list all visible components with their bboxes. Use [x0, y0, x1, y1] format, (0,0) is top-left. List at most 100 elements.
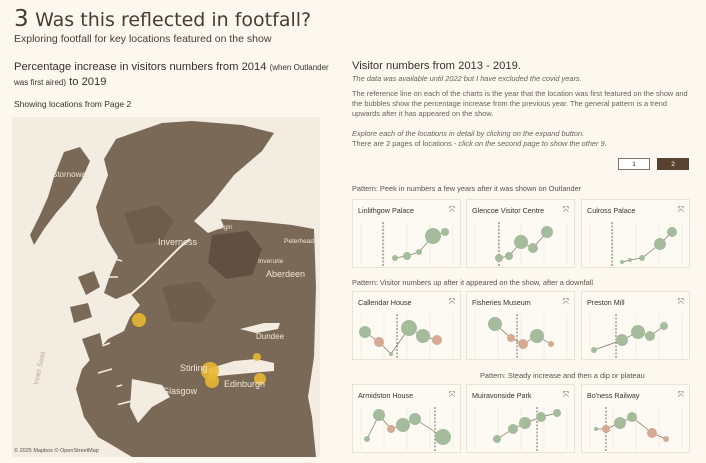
map-label-inverurie: Inverurie	[258, 258, 284, 265]
pages-text-main: There are 2 pages of locations -	[352, 139, 459, 148]
trend-bubble	[628, 258, 632, 262]
trend-bubble	[553, 409, 561, 417]
trend-bubble	[614, 417, 626, 429]
page-title: Was this reflected in footfall?	[35, 9, 312, 31]
mini-trend-chart	[589, 314, 683, 358]
map-label-elgin: Elgin	[218, 224, 233, 231]
map-heading-main: Percentage increase in visitors numbers …	[14, 61, 267, 73]
expand-icon[interactable]: ⤧	[562, 390, 569, 399]
trend-bubble	[616, 334, 628, 346]
map-label-kirkcaldy: Kirkcaldy	[222, 366, 249, 373]
map-bubble	[253, 353, 261, 361]
map-island	[78, 271, 100, 295]
section-number: 3	[14, 6, 29, 32]
trend-bubble	[495, 254, 503, 262]
map-label-stirling: Stirling	[180, 363, 208, 373]
visitor-numbers-note: The data was available until 2022 but I …	[352, 74, 582, 83]
trend-bubble	[620, 260, 624, 264]
pages-text: There are 2 pages of locations - click o…	[352, 139, 692, 149]
mini-trend-chart	[360, 407, 454, 451]
map-heading-note: (when Outlander was first aired)	[14, 63, 329, 87]
map-highland-patch	[208, 231, 262, 279]
trend-bubble	[647, 428, 657, 438]
map-attribution[interactable]: © 2025 Mapbox © OpenStreetMap	[14, 448, 99, 454]
expand-icon[interactable]: ⤧	[562, 205, 569, 214]
location-card-title: Fisheries Museum	[472, 298, 531, 307]
location-card-title: Armidston House	[358, 391, 414, 400]
location-card: Callendar House ⤧	[352, 291, 461, 360]
expand-icon[interactable]: ⤧	[677, 390, 684, 399]
mini-trend-chart	[589, 222, 683, 266]
trend-bubble	[528, 243, 538, 253]
location-card-title: Muiravonside Park	[472, 391, 532, 400]
map-label-inner-seas: Inner Seas	[33, 350, 47, 385]
map-bubble	[205, 374, 219, 388]
trend-bubble	[441, 228, 449, 236]
trend-bubble	[359, 326, 371, 338]
visitor-numbers-instructions: Explore each of the locations in detail …	[352, 129, 692, 149]
trend-bubble	[663, 436, 669, 442]
location-card: Armidston House ⤧	[352, 384, 461, 453]
location-card: Bo'ness Railway ⤧	[581, 384, 690, 453]
pattern-label-1: Pattern: Peek in numbers a few years aft…	[352, 184, 582, 193]
expand-icon[interactable]: ⤧	[448, 390, 455, 399]
trend-bubble	[602, 425, 610, 433]
page-1-button[interactable]: 1	[618, 158, 650, 170]
map-island	[82, 333, 104, 361]
mini-trend-chart	[359, 314, 454, 358]
trend-bubble	[374, 337, 384, 347]
map-label-inverness: Inverness	[158, 237, 198, 247]
map-label-stornoway: Stornoway	[52, 170, 90, 179]
map-label-dundee: Dundee	[256, 332, 285, 341]
page-2-button[interactable]: 2	[657, 158, 689, 170]
trend-bubble	[505, 252, 513, 260]
map-firth-moray	[194, 217, 224, 233]
map-highland-patch	[162, 281, 216, 323]
map-heading-end: to 2019	[69, 76, 107, 88]
map-island	[116, 415, 130, 435]
expand-icon[interactable]: ⤧	[677, 297, 684, 306]
location-card: Preston Mill ⤧	[581, 291, 690, 360]
trend-bubble	[416, 329, 430, 343]
map-bubble	[254, 373, 266, 385]
mini-trend-chart	[474, 314, 568, 358]
pattern-label-3: Pattern: Steady increase and then a dip …	[480, 371, 645, 380]
location-card-title: Culross Palace	[587, 206, 636, 215]
trend-bubble	[536, 412, 546, 422]
pattern-label-2: Pattern: Visitor numbers up after it app…	[352, 278, 594, 287]
map-island	[70, 303, 92, 323]
location-card-title: Bo'ness Railway	[587, 391, 640, 400]
trend-bubble	[530, 329, 544, 343]
map-highland-patch	[124, 205, 174, 245]
trend-bubble	[654, 238, 666, 250]
scotland-map[interactable]: Stornoway Inverness Elgin Peterhead Inve…	[12, 117, 320, 457]
location-card: Fisheries Museum ⤧	[466, 291, 575, 360]
trend-bubble	[409, 413, 421, 425]
map-label-edinburgh: Edinburgh	[224, 379, 265, 389]
trend-bubble	[403, 252, 411, 260]
explore-text: Explore each of the locations in detail …	[352, 129, 585, 138]
expand-icon[interactable]: ⤧	[677, 205, 684, 214]
trend-bubble	[507, 334, 515, 342]
trend-bubble	[541, 226, 553, 238]
map-label-aberdeen: Aberdeen	[266, 269, 305, 279]
mini-trend-chart	[474, 222, 568, 266]
expand-icon[interactable]: ⤧	[448, 297, 455, 306]
trend-bubble	[416, 249, 422, 255]
trend-bubble	[401, 320, 417, 336]
map-land-hebrides	[30, 147, 90, 245]
location-card: Muiravonside Park ⤧	[466, 384, 575, 453]
location-card-title: Glencoe Visitor Centre	[472, 206, 545, 215]
trend-bubble	[488, 317, 502, 331]
trend-bubble	[627, 412, 637, 422]
expand-icon[interactable]: ⤧	[562, 297, 569, 306]
map-heading: Percentage increase in visitors numbers …	[14, 60, 334, 90]
trend-bubble	[364, 436, 370, 442]
map-island	[100, 379, 118, 417]
trend-bubble	[392, 255, 398, 261]
expand-icon[interactable]: ⤧	[448, 205, 455, 214]
pages-text-italic: click on the second page to show the oth…	[458, 139, 607, 148]
map-firth-clyde	[130, 379, 170, 423]
visitor-numbers-description: The reference line on each of the charts…	[352, 89, 688, 118]
trend-bubble	[645, 331, 655, 341]
